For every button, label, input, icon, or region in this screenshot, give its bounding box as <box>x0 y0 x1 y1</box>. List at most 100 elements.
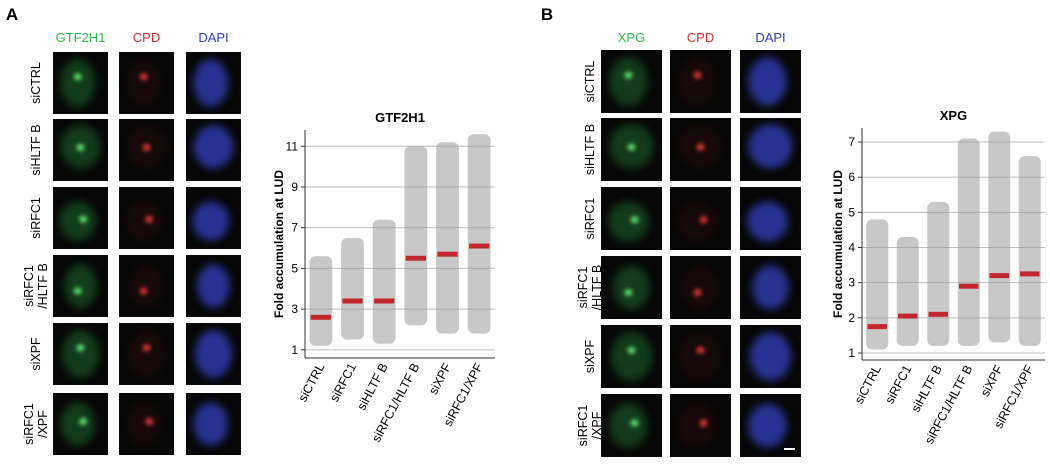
row-label-line: siRFC1 <box>22 265 36 307</box>
point-cloud <box>957 138 980 346</box>
row-label: siRFC1 <box>583 198 597 240</box>
nucleus <box>60 402 96 446</box>
nucleus <box>748 57 787 106</box>
y-tick-label: 7 <box>848 135 855 149</box>
row-label-line: siRFC1 <box>22 403 36 445</box>
damage-spot <box>630 216 639 224</box>
panel-label: A <box>6 5 18 24</box>
row-label: siRFC1/HLTF B <box>22 263 50 309</box>
nucleus <box>749 332 792 381</box>
nucleus <box>197 264 230 308</box>
median-bar <box>958 283 979 289</box>
point-cloud <box>341 237 364 340</box>
damage-spot <box>73 287 82 295</box>
damage-spot <box>145 418 154 426</box>
x-tick-label: siHLTF B <box>354 361 390 413</box>
nucleus <box>193 125 234 169</box>
row-label-line: siCTRL <box>29 62 43 104</box>
nucleus <box>193 402 229 446</box>
median-bar <box>897 313 918 319</box>
row-label-line: siCTRL <box>583 61 597 103</box>
y-tick-label: 3 <box>848 276 855 290</box>
damage-spot <box>699 216 708 224</box>
row-label-line: siRFC1 <box>583 198 597 240</box>
nucleus <box>126 402 162 446</box>
damage-spot <box>73 73 82 81</box>
nucleus <box>609 403 648 448</box>
row-label: siHLTF B <box>29 124 43 175</box>
x-tick-label: siCTRL <box>296 361 328 404</box>
point-cloud <box>404 146 428 326</box>
damage-spot <box>79 418 88 426</box>
nucleus <box>610 332 653 381</box>
row-label: siRFC1 <box>29 197 43 239</box>
damage-spot <box>696 346 705 354</box>
y-tick-label: 1 <box>848 346 855 360</box>
y-tick-label: 7 <box>291 221 298 235</box>
row-label-line: siXPF <box>29 337 43 371</box>
chart-title: XPG <box>940 108 967 123</box>
nucleus <box>61 330 100 378</box>
y-tick-label: 9 <box>291 180 298 194</box>
channel-header: XPG <box>618 30 645 45</box>
nucleus <box>125 201 163 241</box>
y-tick-label: 11 <box>286 139 299 153</box>
x-tick-label: siRFC1 <box>882 363 914 406</box>
damage-spot <box>624 71 633 79</box>
damage-spot <box>139 73 148 81</box>
point-cloud <box>927 201 950 346</box>
row-label-line: siRFC1 <box>576 267 590 309</box>
row-label: siRFC1/XPF <box>22 403 50 445</box>
median-bar <box>469 243 490 249</box>
median-bar <box>405 255 426 261</box>
nucleus <box>607 201 650 242</box>
point-cloud <box>988 131 1011 343</box>
median-bar <box>1019 271 1040 277</box>
y-axis-label: Fold accumulation at LUD <box>831 170 845 318</box>
damage-spot <box>699 419 708 427</box>
point-cloud <box>309 256 333 346</box>
channel-header: CPD <box>133 30 160 45</box>
nucleus <box>126 59 162 107</box>
nucleus <box>676 201 719 242</box>
y-tick-label: 3 <box>291 302 298 316</box>
row-label-line: siHLTF B <box>583 124 597 175</box>
x-tick-label: siXPF <box>978 363 1006 399</box>
point-cloud <box>896 236 919 346</box>
row-label: siRFC1/HLTF B <box>576 265 604 311</box>
row-label-line: siHLTF B <box>29 124 43 175</box>
median-bar <box>310 314 331 320</box>
damage-spot <box>693 71 702 79</box>
nucleus <box>193 59 229 107</box>
damage-spot <box>627 346 636 354</box>
row-label: siXPF <box>583 339 597 373</box>
point-cloud <box>1018 156 1041 346</box>
y-axis-label: Fold accumulation at LUD <box>272 170 286 318</box>
row-label: siXPF <box>29 337 43 371</box>
row-label: siRFC1/XPF <box>576 405 604 447</box>
nucleus <box>678 403 717 448</box>
y-tick-label: 6 <box>848 170 855 184</box>
nucleus <box>609 57 648 106</box>
nucleus <box>752 265 789 310</box>
channel-header: GTF2H1 <box>56 30 106 45</box>
y-tick-label: 4 <box>848 241 855 255</box>
row-label-line: /XPF <box>36 410 50 438</box>
nucleus <box>613 265 650 310</box>
damage-spot <box>76 144 85 152</box>
x-tick-label: siRFC1 <box>327 361 359 404</box>
point-cloud <box>372 219 396 344</box>
damage-spot <box>142 144 151 152</box>
damage-spot <box>145 215 154 223</box>
nucleus <box>64 264 97 308</box>
y-tick-label: 5 <box>848 205 855 219</box>
damage-spot <box>624 289 633 297</box>
damage-spot <box>139 287 148 295</box>
channel-header: DAPI <box>755 30 785 45</box>
x-tick-label: siCTRL <box>852 363 884 406</box>
median-bar <box>437 251 458 257</box>
point-cloud <box>866 219 889 350</box>
nucleus <box>748 124 793 169</box>
panel-label: B <box>541 5 553 24</box>
row-label-line: siRFC1 <box>29 197 43 239</box>
